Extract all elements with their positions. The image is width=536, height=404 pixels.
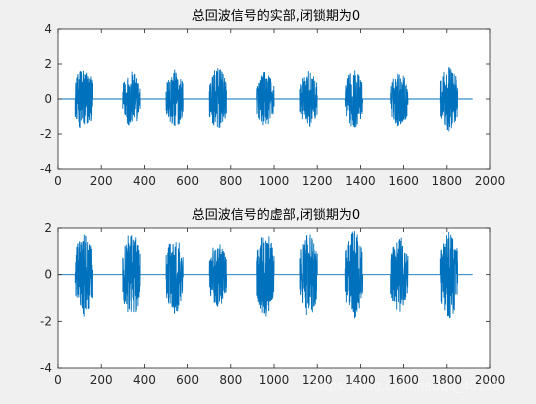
axes-imag-part: 总回波信号的虚部,闭锁期为0 0 200 400 600 800 1000 1200 1400… bbox=[40, 207, 505, 387]
y-tick-label: -2 bbox=[40, 314, 52, 328]
y-tick-label: 2 bbox=[44, 57, 52, 71]
watermark-text: https://blog.csdn.net/qq_40136 bbox=[312, 379, 500, 393]
y-tick-label: -4 bbox=[40, 162, 52, 176]
y-tick-label: 2 bbox=[44, 221, 52, 235]
chart-title-real: 总回波信号的实部,闭锁期为0 bbox=[192, 8, 360, 24]
y-tick-label: 4 bbox=[44, 22, 52, 36]
x-tick-label: 600 bbox=[176, 174, 199, 188]
x-tick-label: 800 bbox=[219, 373, 242, 387]
x-tick-label: 200 bbox=[90, 373, 113, 387]
x-tick-label: 1200 bbox=[302, 174, 333, 188]
x-tick-label: 800 bbox=[219, 174, 242, 188]
x-tick-label: 2000 bbox=[475, 174, 506, 188]
x-tick-label: 400 bbox=[133, 373, 156, 387]
y-tick-label: -2 bbox=[40, 127, 52, 141]
x-tick-label: 2000 bbox=[475, 373, 506, 387]
x-tick-label: 200 bbox=[90, 174, 113, 188]
x-tick-label: 1400 bbox=[345, 373, 376, 387]
x-tick-label: 1200 bbox=[302, 373, 333, 387]
x-tick-label: 0 bbox=[54, 373, 62, 387]
signal-line bbox=[58, 67, 473, 132]
signal-line bbox=[58, 231, 473, 319]
y-tick-label: -4 bbox=[40, 361, 52, 375]
x-tick-label: 600 bbox=[176, 373, 199, 387]
y-tick-label: 0 bbox=[44, 92, 52, 106]
x-tick-label: 1800 bbox=[432, 174, 463, 188]
x-tick-label: 0 bbox=[54, 174, 62, 188]
x-tick-label: 1600 bbox=[388, 174, 419, 188]
axes-real-part: 总回波信号的实部,闭锁期为0 0 200 400 600 800 1000 1200 1400… bbox=[40, 8, 505, 188]
chart-title-imag: 总回波信号的虚部,闭锁期为0 bbox=[192, 207, 360, 223]
x-tick-label: 400 bbox=[133, 174, 156, 188]
x-tick-label: 1600 bbox=[388, 373, 419, 387]
x-tick-label: 1400 bbox=[345, 174, 376, 188]
x-tick-label: 1000 bbox=[259, 373, 290, 387]
plot-area bbox=[58, 228, 490, 368]
y-tick-label: 0 bbox=[44, 268, 52, 282]
x-tick-label: 1800 bbox=[432, 373, 463, 387]
x-tick-label: 1000 bbox=[259, 174, 290, 188]
